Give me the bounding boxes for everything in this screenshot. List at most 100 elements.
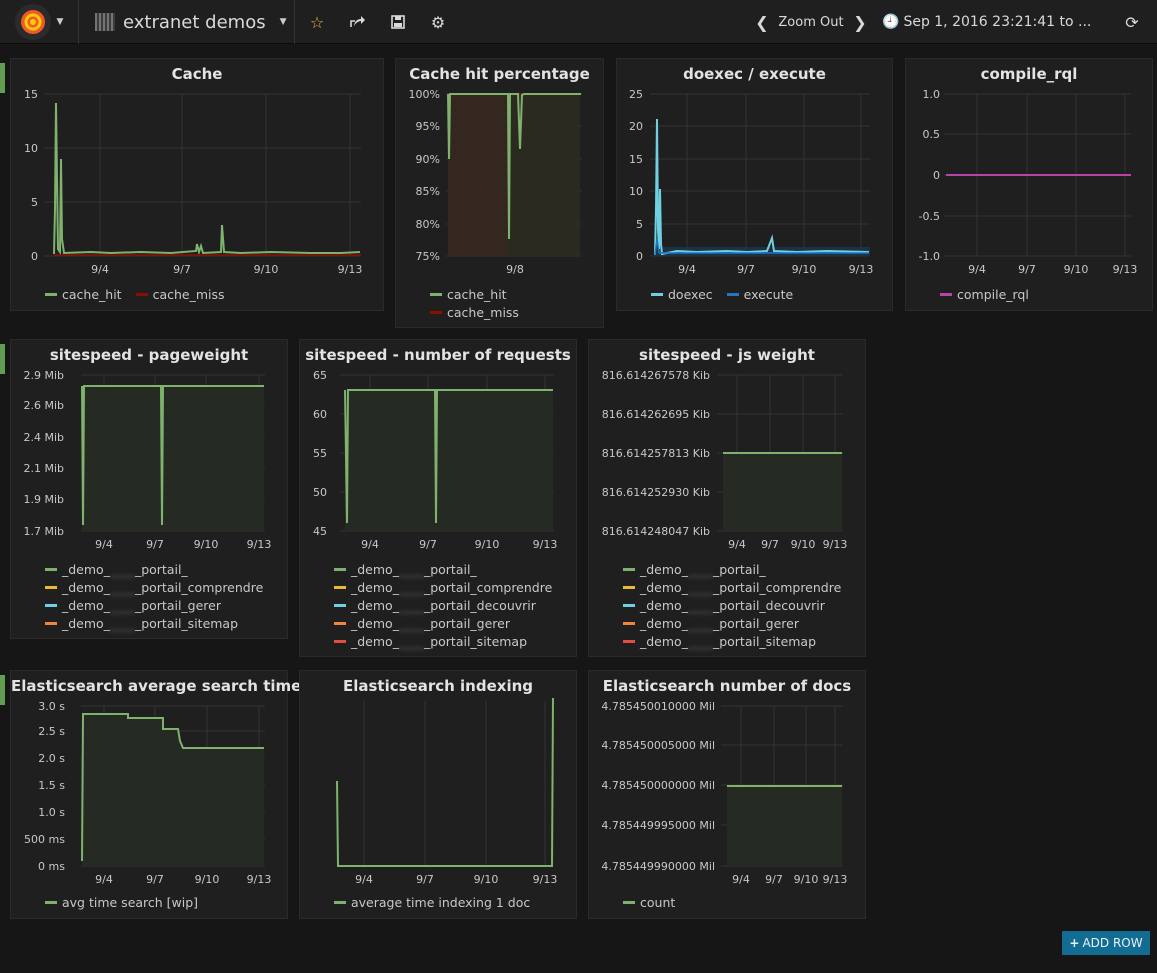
y-tick-label: 0 <box>933 169 940 182</box>
chevron-right-icon[interactable]: ❯ <box>853 12 867 32</box>
y-tick-label: 1.5 s <box>38 779 65 792</box>
legend-item[interactable]: _demo_ ____ _portail_comprendre <box>623 578 841 596</box>
y-tick-label: 4.785450005000 Mil <box>601 739 715 752</box>
y-tick-label: 3.0 s <box>38 700 65 713</box>
x-tick-label: 9/13 <box>1113 263 1138 276</box>
legend-item[interactable]: _demo_ ____ _portail_ <box>45 560 263 578</box>
legend-item[interactable]: cache_hit <box>430 285 519 303</box>
panel-es-indexing[interactable]: Elasticsearch indexing 9/4 9/7 9/10 9/13 av… <box>299 670 577 919</box>
legend-item[interactable]: _demo_ ____ _portail_decouvrir <box>334 596 552 614</box>
legend-item[interactable]: _demo_ ____ _portail_comprendre <box>45 578 263 596</box>
panel-doexec-execute[interactable]: doexec / execute 25 20 15 10 5 0 9/4 9/7 9/10 9/1… <box>616 58 893 311</box>
x-tick-label: 9/13 <box>533 538 558 551</box>
panel-compile-rql[interactable]: compile_rql 1.0 0.5 0 -0.5 -1.0 9/4 9/7 9/10 9/1… <box>905 58 1153 311</box>
y-tick-label: 50 <box>313 486 327 499</box>
caret-down-icon: ▼ <box>56 17 64 27</box>
panel-title: compile_rql <box>980 65 1078 83</box>
time-range-picker[interactable]: 🕘 Sep 1, 2016 23:21:41 to ... <box>882 0 1096 44</box>
legend-item[interactable]: _demo_ ____ _portail_sitemap <box>45 614 263 632</box>
x-tick-label: 9/10 <box>475 538 500 551</box>
legend-item[interactable]: average time indexing 1 doc <box>334 893 530 911</box>
legend-item[interactable]: _demo_ ____ _portail_sitemap <box>334 632 552 650</box>
y-tick-label: 85% <box>416 185 440 198</box>
panel-es-number-of-docs[interactable]: Elasticsearch number of docs 4.785450010… <box>588 670 866 919</box>
x-tick-label: 9/13 <box>823 873 848 886</box>
legend-item[interactable]: _demo_ ____ _portail_ <box>623 560 841 578</box>
legend: cache_hit cache_miss <box>45 285 225 303</box>
y-tick-label: 2.9 Mib <box>23 369 64 382</box>
panel-cache[interactable]: Cache 15 10 5 0 9/4 9/7 9/10 9/13 cache_hit cac… <box>10 58 384 311</box>
grafana-logo-icon <box>14 4 51 40</box>
legend-item[interactable]: _demo_ ____ _portail_gerer <box>45 596 263 614</box>
panel-sitespeed-js-weight[interactable]: sitespeed - js weight 816.614267578 Kib 8… <box>588 339 866 657</box>
settings-icon[interactable]: ⚙ <box>430 12 446 32</box>
panel-title: Cache <box>171 65 223 83</box>
x-tick-label: 9/7 <box>737 263 755 276</box>
legend-item[interactable]: _demo_ ____ _portail_comprendre <box>334 578 552 596</box>
legend-item[interactable]: _demo_ ____ _portail_gerer <box>623 614 841 632</box>
graph-jsweight: 816.614267578 Kib 816.614262695 Kib 816.61… <box>602 369 848 551</box>
zoom-out-button[interactable]: Zoom Out <box>778 14 844 30</box>
legend-item[interactable]: _demo_ ____ _portail_ <box>334 560 552 578</box>
y-tick-label: 75% <box>416 250 440 263</box>
dashboard-picker[interactable]: extranet demos ▼ <box>79 0 295 44</box>
dashboard-title: extranet demos <box>123 11 266 33</box>
y-tick-label: 60 <box>313 408 327 421</box>
panel-es-average-search-time[interactable]: Elasticsearch average search time 3.0 s 2… <box>10 670 301 919</box>
legend-item[interactable]: compile_rql <box>940 285 1029 303</box>
side-menu-toggle[interactable]: ▼ <box>0 0 79 44</box>
y-tick-label: 1.7 Mib <box>23 525 64 538</box>
legend-item[interactable]: _demo_ ____ _portail_decouvrir <box>623 596 841 614</box>
graph-cache: 15 10 5 0 9/4 9/7 9/10 9/13 <box>24 88 362 276</box>
legend-item[interactable]: avg time search [wip] <box>45 893 198 911</box>
x-tick-label: 9/13 <box>247 873 272 886</box>
refresh-icon[interactable]: ⟳ <box>1125 12 1139 32</box>
y-tick-label: 90% <box>416 153 440 166</box>
panel-title: doexec / execute <box>683 65 826 83</box>
row-collapse-handle[interactable] <box>0 675 5 705</box>
legend-item[interactable]: _demo_ ____ _portail_gerer <box>334 614 552 632</box>
y-tick-label: 816.614248047 Kib <box>602 525 710 538</box>
legend-item[interactable]: count <box>623 893 675 911</box>
panel-sitespeed-pageweight[interactable]: sitespeed - pageweight 2.9 Mib 2.6 Mib 2.4… <box>10 339 288 639</box>
legend-item[interactable]: execute <box>726 285 793 303</box>
legend-item[interactable]: cache_miss <box>135 285 225 303</box>
legend-item[interactable]: cache_hit <box>45 285 122 303</box>
y-tick-label: 4.785449990000 Mil <box>601 860 715 873</box>
graph-doexec-execute: 25 20 15 10 5 0 9/4 9/7 9/10 9/13 <box>629 88 873 276</box>
y-tick-label: 95% <box>416 120 440 133</box>
panel-cache-hit-percentage[interactable]: Cache hit percentage 100% 95% 90% 85% 80% 75%… <box>395 58 604 328</box>
y-tick-label: 80% <box>416 218 440 231</box>
x-tick-label: 9/8 <box>506 263 524 276</box>
star-icon[interactable]: ☆ <box>309 12 325 32</box>
panel-title: Elasticsearch indexing <box>342 677 534 695</box>
chevron-left-icon[interactable]: ❮ <box>755 12 769 32</box>
time-range-text: Sep 1, 2016 23:21:41 to ... <box>903 14 1092 30</box>
legend-item[interactable]: cache_miss <box>430 303 519 321</box>
legend: cache_hit cache_miss <box>430 285 519 321</box>
graph-es-search: 3.0 s 2.5 s 2.0 s 1.5 s 1.0 s 500 ms 0 ms 9/4 9/… <box>24 700 272 886</box>
legend-item[interactable]: doexec <box>651 285 713 303</box>
panel-title: sitespeed - number of requests <box>305 346 571 364</box>
y-tick-label: -0.5 <box>919 210 940 223</box>
row-collapse-handle[interactable] <box>0 63 5 93</box>
share-icon[interactable] <box>344 0 370 44</box>
x-tick-label: 9/7 <box>146 873 164 886</box>
x-tick-label: 9/7 <box>146 538 164 551</box>
y-tick-label: 0 <box>31 250 38 263</box>
row-collapse-handle[interactable] <box>0 344 5 374</box>
dashboard-grid-icon <box>95 13 115 31</box>
y-tick-label: 2.1 Mib <box>23 462 64 475</box>
graph-cache-hit-percentage: 100% 95% 90% 85% 80% 75% 9/8 <box>409 88 582 276</box>
x-tick-label: 9/4 <box>732 873 750 886</box>
panel-sitespeed-requests[interactable]: sitespeed - number of requests 65 60 55 50 4… <box>299 339 577 657</box>
y-tick-label: 1.0 <box>923 88 941 101</box>
legend-item[interactable]: _demo_ ____ _portail_sitemap <box>623 632 841 650</box>
save-icon[interactable] <box>385 0 411 44</box>
y-tick-label: 4.785450000000 Mil <box>601 779 715 792</box>
legend: compile_rql <box>940 285 1029 303</box>
top-navbar: ▼ extranet demos ▼ ☆ ⚙ ❮ Zoom Out ❯ 🕘 Se… <box>0 0 1157 44</box>
x-tick-label: 9/7 <box>173 263 191 276</box>
y-tick-label: 5 <box>31 196 38 209</box>
add-row-button[interactable]: + ADD ROW <box>1062 931 1150 955</box>
